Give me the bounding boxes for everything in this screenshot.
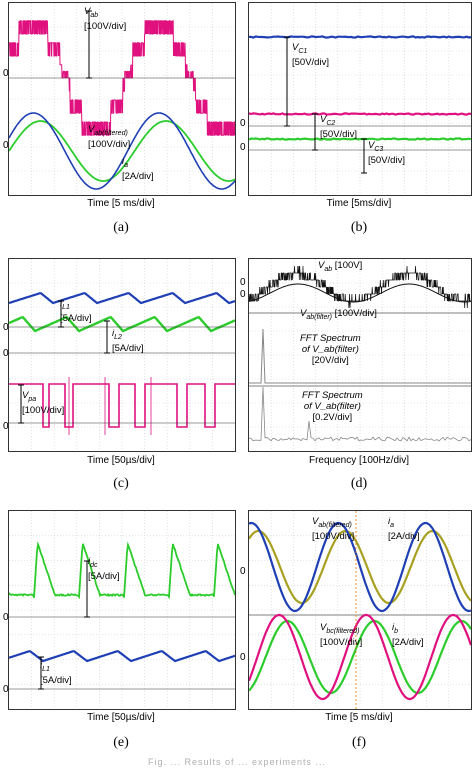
scope-c	[8, 258, 236, 452]
panel-label-b: (b)	[248, 220, 470, 236]
annotation-vbc-filtered: Vbc(filtered) [100V/div]	[320, 622, 362, 648]
x-axis-label-a: Time [5 ms/div]	[8, 198, 234, 209]
annotation-vab-d: Vab [100V]	[318, 260, 362, 275]
zero-mark: 0	[3, 68, 9, 79]
x-axis-label-b: Time [5ms/div]	[248, 198, 470, 209]
series-vc1	[249, 36, 471, 37]
annotation-ib: ib [2A/div]	[392, 622, 424, 648]
panel-label-e: (e)	[8, 735, 234, 751]
annotation-ia-f: ia [2A/div]	[388, 516, 420, 542]
zero-mark: 0	[240, 289, 246, 300]
scope-grid	[249, 3, 471, 195]
annotation-vc2: VC2 [50V/div]	[320, 114, 357, 140]
annotation-vab-filtered-f: Vab(filtered) [100V/div]	[312, 516, 354, 542]
panel-label-d: (d)	[248, 476, 470, 492]
annotation-vc3: VC3 [50V/div]	[368, 140, 405, 166]
annotation-vpa: Vpa [100V/div]	[22, 390, 64, 416]
scope-b	[248, 2, 472, 196]
scope-c-plot	[9, 259, 235, 451]
x-axis-label-e: Time [50µs/div]	[8, 712, 234, 723]
scope-b-plot	[249, 3, 471, 195]
scope-f-plot	[249, 511, 471, 709]
annotation-il1-e: iL1 [5A/div]	[40, 660, 72, 686]
annotation-vc1: VC1 [50V/div]	[292, 42, 329, 68]
series-vab-filtered-f	[249, 523, 471, 611]
annotation-vab-filter-d: Vab(filter) [100V/div]	[300, 308, 377, 323]
scope-f	[248, 510, 472, 710]
panel-label-c: (c)	[8, 476, 234, 492]
annotation-fft-2: FFT Spectrum of V_ab(filter) [0.2V/div]	[302, 390, 363, 423]
figure-caption-fragment: Fig. ... Results of ... experiments ...	[0, 757, 474, 773]
zero-mark: 0	[3, 421, 9, 432]
annotation-vab: Vab [100V/div]	[84, 6, 126, 32]
x-axis-label-c: Time [50µs/div]	[8, 455, 234, 466]
annotation-fft-1: FFT Spectrum of V_ab(filter) [20V/div]	[300, 333, 361, 366]
series-vc3	[249, 138, 471, 139]
zero-mark: 0	[3, 684, 9, 695]
zero-mark: 0	[3, 322, 9, 333]
zero-mark: 0	[240, 277, 246, 288]
panel-label-a: (a)	[8, 220, 234, 236]
x-axis-label-f: Time [5 ms/div]	[248, 712, 470, 723]
zero-mark: 0	[240, 118, 246, 129]
annotation-idc: idc [5A/div]	[88, 556, 120, 582]
zero-mark: 0	[3, 612, 9, 623]
x-axis-label-d: Frequency [100Hz/div]	[248, 455, 470, 466]
annotation-ia: ia [2A/div]	[122, 156, 154, 182]
panel-label-f: (f)	[248, 735, 470, 751]
zero-mark: 0	[240, 142, 246, 153]
zero-mark: 0	[3, 140, 9, 151]
annotation-il1: iL1 [5A/div]	[60, 298, 92, 324]
zero-mark: 0	[240, 566, 246, 577]
annotation-il2: iL2 [5A/div]	[112, 328, 144, 354]
series-vc2	[249, 113, 471, 114]
zero-mark: 0	[3, 348, 9, 359]
zero-mark: 0	[240, 652, 246, 663]
annotation-vab-filtered: Vab(filtered) [100V/div]	[88, 124, 130, 150]
